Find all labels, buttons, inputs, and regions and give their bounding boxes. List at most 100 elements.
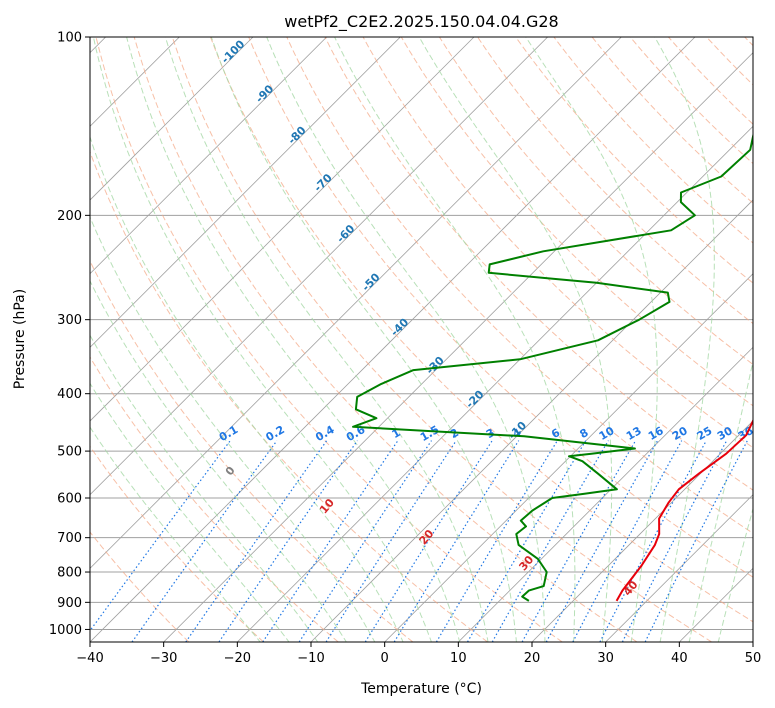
mixing-ratio-label: 16	[646, 424, 666, 443]
isotherm-label: -20	[463, 388, 486, 411]
y-tick-label: 500	[57, 445, 82, 460]
dry-adiabat-line	[591, 37, 753, 204]
dry-adiabat-line	[477, 37, 753, 325]
y-tick-label: 900	[57, 596, 82, 611]
isotherm-line	[679, 567, 753, 642]
mixing-ratio-line	[298, 440, 432, 642]
mixing-ratio-label: 0.2	[263, 423, 286, 444]
isotherm-line	[90, 37, 622, 569]
dry-adiabat-label: 20	[417, 527, 437, 547]
mixing-ratio-line	[435, 440, 558, 642]
moist-adiabat-line	[90, 426, 261, 642]
mixing-ratio-line	[262, 440, 399, 642]
mixing-ratio-line	[545, 440, 659, 642]
dry-adiabat-line	[744, 37, 753, 47]
dry-adiabat-line	[400, 37, 753, 407]
dry-adiabat-line	[706, 37, 753, 86]
x-tick-label: −10	[297, 651, 324, 666]
mixing-ratio-label: 0.1	[217, 423, 240, 444]
moist-adiabat-line	[266, 37, 546, 642]
x-tick-label: 10	[450, 651, 467, 666]
mixing-ratio-line	[131, 440, 278, 642]
mixing-ratio-label: 0.4	[313, 423, 337, 444]
mixing-ratio-line	[521, 440, 637, 642]
mixing-ratio-label: 30	[715, 424, 735, 443]
dry-adiabat-line	[90, 445, 264, 642]
moist-adiabat-line	[92, 37, 432, 642]
mixing-ratio-line	[364, 440, 493, 642]
y-axis-label: Pressure (hPa)	[12, 289, 28, 389]
x-tick-label: 0	[381, 651, 389, 666]
isotherm-line	[384, 273, 753, 642]
isotherm-line	[90, 37, 401, 348]
isotherm-line	[237, 125, 753, 642]
dry-adiabat-line	[90, 259, 414, 642]
moist-adiabat-line	[164, 37, 489, 642]
x-tick-label: −20	[224, 651, 251, 666]
isotherm-label: -70	[312, 171, 335, 194]
isotherm-line	[605, 494, 753, 642]
isotherm-line	[531, 420, 753, 642]
isotherm-label: -40	[388, 315, 411, 338]
dry-adiabat-line	[90, 356, 339, 642]
moist-adiabat-line	[688, 358, 753, 642]
isotherm-label: -90	[253, 82, 276, 105]
chart-title: wetPf2_C2E2.2025.150.04.04.G28	[284, 12, 558, 32]
line-labels: 0.1 0.2 0.4 0.6 1 1.5 2 3 4 6 8 10 13 16 20 25 30 36-100-…	[217, 37, 753, 598]
y-tick-label: 600	[57, 492, 82, 507]
isotherm-label: -30	[424, 354, 447, 377]
moist-adiabat-line	[210, 37, 518, 642]
dewpoint-profile-line	[352, 131, 753, 602]
isotherm-line	[458, 346, 753, 642]
mixing-ratio-line	[218, 440, 358, 642]
isotherm-label: -10	[506, 419, 529, 442]
dry-adiabat-line	[90, 150, 488, 642]
moist-adiabat-line	[90, 215, 376, 642]
dry-adiabat-line	[171, 37, 712, 642]
dry-adiabat-line	[668, 37, 753, 125]
dry-adiabat-line	[438, 37, 753, 366]
y-tick-label: 300	[57, 313, 82, 328]
mixing-ratio-line	[466, 440, 587, 642]
moist-adiabat-line	[418, 37, 613, 642]
isotherm-line	[752, 641, 753, 642]
dry-adiabat-line	[248, 37, 753, 578]
mixing-ratio-label: 13	[624, 424, 644, 443]
isotherm-line	[90, 37, 475, 422]
moist-adiabat-line	[126, 37, 461, 642]
mixing-ratio-line	[491, 440, 609, 642]
background-lines	[90, 37, 753, 642]
x-axis-ticks: −40 −30 −20 −10 0 10 20 30 40 50	[76, 642, 761, 666]
y-tick-label: 100	[57, 31, 82, 46]
isotherm-line	[90, 37, 327, 275]
x-tick-label: 20	[524, 651, 541, 666]
plot-frame	[89, 36, 754, 643]
isotherm-line	[90, 37, 696, 642]
x-tick-label: −30	[150, 651, 177, 666]
isotherm-label: -50	[359, 270, 382, 293]
isotherm-line	[163, 52, 753, 642]
temperature-profile-line	[615, 418, 753, 602]
y-tick-label: 400	[57, 387, 82, 402]
moist-adiabat-line	[90, 135, 404, 642]
dry-adiabat-line	[133, 37, 638, 642]
y-tick-label: 800	[57, 566, 82, 581]
isotherm-label: -100	[219, 37, 248, 66]
dry-adiabat-line	[286, 37, 753, 534]
isotherm-label: -60	[334, 222, 357, 245]
mixing-ratio-line	[90, 440, 231, 632]
moist-adiabat-line	[654, 37, 715, 642]
isotherm-line	[90, 37, 254, 201]
mixing-ratio-line	[185, 440, 328, 642]
mixing-ratio-line	[325, 440, 457, 642]
x-axis-label: Temperature (°C)	[360, 681, 482, 697]
profiles	[352, 131, 753, 602]
dry-adiabat-line	[210, 37, 753, 623]
mixing-ratio-line	[644, 440, 748, 642]
isotherm-line	[90, 37, 548, 496]
x-tick-label: 50	[745, 651, 762, 666]
x-tick-label: −40	[76, 651, 103, 666]
isotherm-label: -80	[285, 124, 308, 147]
mixing-ratio-label: 25	[695, 424, 715, 443]
